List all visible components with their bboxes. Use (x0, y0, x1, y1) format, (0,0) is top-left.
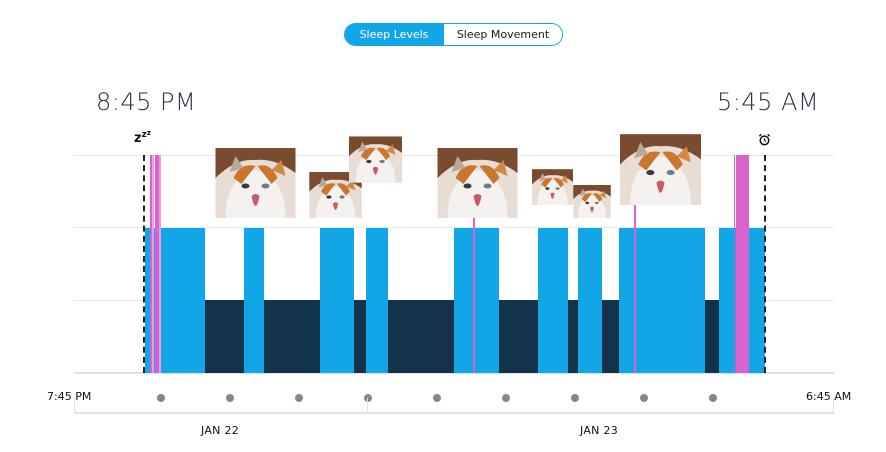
sleep-levels-chart (74, 155, 834, 374)
deep-sleep-bar[interactable] (388, 300, 454, 373)
awake-marker[interactable] (152, 155, 154, 373)
deep-sleep-bar[interactable] (499, 300, 538, 373)
deep-sleep-bar[interactable] (205, 300, 244, 373)
deep-sleep-bar[interactable] (568, 300, 578, 373)
cat-image (573, 185, 611, 218)
cat-image (620, 134, 701, 205)
awake-marker[interactable] (473, 215, 475, 373)
light-sleep-bar[interactable] (538, 228, 568, 373)
sleep-start-line (143, 155, 145, 373)
cat-image (349, 136, 402, 183)
hour-dot (502, 394, 510, 402)
hour-dot (709, 394, 717, 402)
awake-marker[interactable] (159, 155, 161, 373)
axis-tick (74, 398, 75, 413)
hour-dot (364, 394, 372, 402)
awake-marker[interactable] (155, 155, 159, 373)
hour-dot (640, 394, 648, 402)
awake-marker[interactable] (736, 155, 749, 373)
sleep-end-line (764, 155, 766, 373)
awake-marker[interactable] (734, 155, 735, 373)
hour-dot (433, 394, 441, 402)
axis-tick-midnight (367, 398, 368, 413)
light-sleep-bar[interactable] (619, 228, 705, 373)
light-sleep-bar[interactable] (454, 228, 499, 373)
date-axis-line (74, 412, 834, 414)
light-sleep-bar[interactable] (320, 228, 354, 373)
hour-dot (295, 394, 303, 402)
axis-start-label: 7:45 PM (47, 390, 92, 403)
date-label-jan23: JAN 23 (580, 424, 619, 437)
cat-image (215, 148, 296, 218)
light-sleep-bar[interactable] (244, 228, 264, 373)
light-sleep-bar[interactable] (145, 228, 205, 373)
light-sleep-bar[interactable] (366, 228, 388, 373)
deep-sleep-bar[interactable] (354, 300, 366, 373)
alarm-clock-icon (758, 133, 771, 146)
deep-sleep-bar[interactable] (705, 300, 719, 373)
hour-dot (226, 394, 234, 402)
chart-baseline (74, 372, 834, 374)
light-sleep-bar[interactable] (578, 228, 602, 373)
awake-marker[interactable] (634, 203, 636, 373)
zzz-sleep-icon: zzz (134, 129, 151, 146)
deep-sleep-bar[interactable] (602, 300, 619, 373)
hour-dot (571, 394, 579, 402)
axis-end-label: 6:45 AM (806, 390, 852, 403)
hour-dot (157, 394, 165, 402)
deep-sleep-bar[interactable] (264, 300, 320, 373)
cat-image (437, 148, 518, 218)
tab-sleep-movement[interactable]: Sleep Movement (443, 24, 562, 45)
axis-tick (833, 398, 834, 413)
awake-marker[interactable] (150, 155, 152, 373)
gridline-light (74, 227, 834, 228)
view-toggle: Sleep Levels Sleep Movement (344, 23, 563, 46)
sleep-start-time: 8:45 PM (96, 88, 197, 116)
date-label-jan22: JAN 22 (201, 424, 240, 437)
tab-sleep-levels[interactable]: Sleep Levels (345, 24, 443, 45)
sleep-end-time: 5:45 AM (717, 88, 820, 116)
cat-image (532, 169, 573, 205)
